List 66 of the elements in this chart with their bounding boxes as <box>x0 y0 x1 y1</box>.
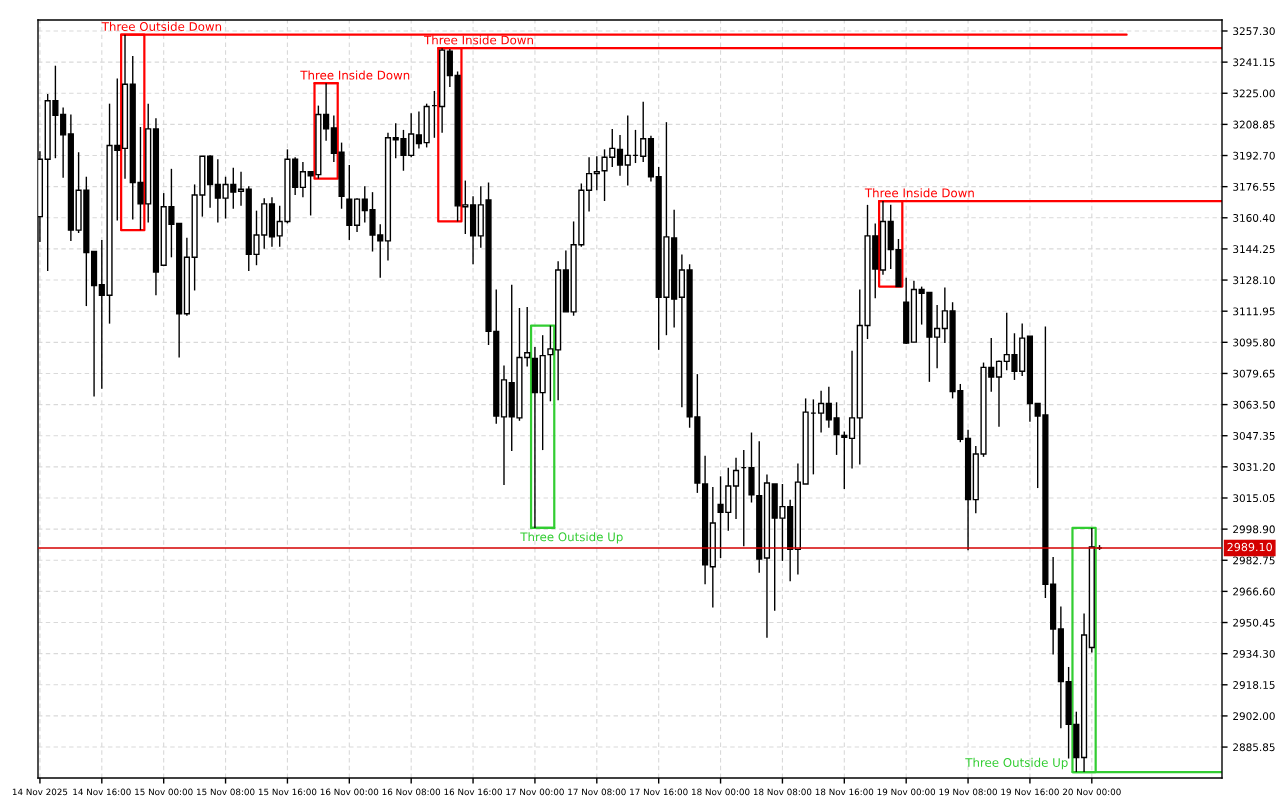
y-tick-label: 3095.80 <box>1233 338 1275 347</box>
y-tick-label: 3144.25 <box>1233 245 1275 254</box>
y-tick-label: 3079.65 <box>1233 369 1275 378</box>
x-tick-label: 19 Nov 00:00 <box>877 788 936 796</box>
x-tick-label: 15 Nov 00:00 <box>135 788 193 796</box>
x-tick-label: 19 Nov 08:00 <box>939 788 997 796</box>
y-tick-label: 3063.50 <box>1233 400 1275 409</box>
candlestick <box>585 156 593 213</box>
annotation: Three Inside Down <box>300 70 410 80</box>
x-tick-label: 18 Nov 00:00 <box>692 788 750 796</box>
x-tick-label: 14 Nov 2025 <box>12 788 68 796</box>
ref-line-label: 2989.10 <box>1227 542 1272 552</box>
y-tick-label: 3047.35 <box>1233 431 1275 440</box>
x-tick-label: 17 Nov 16:00 <box>630 788 688 796</box>
annotation: Three Inside Down <box>424 35 533 45</box>
candlestick <box>640 101 647 163</box>
candlestick <box>624 114 631 187</box>
x-tick-label: 20 Nov 00:00 <box>1062 788 1121 796</box>
candlestick <box>60 106 67 179</box>
y-tick-label: 3176.55 <box>1233 182 1275 191</box>
y-tick-label: 3015.05 <box>1233 494 1275 503</box>
candlestick <box>547 324 554 403</box>
candlestick <box>299 161 306 198</box>
candlestick <box>616 134 624 177</box>
candlestick <box>415 110 423 150</box>
x-tick-label: 18 Nov 16:00 <box>815 788 874 796</box>
x-tick-label: 15 Nov 16:00 <box>258 788 317 796</box>
y-tick-label: 3257.30 <box>1233 27 1275 36</box>
candlestick <box>818 390 825 434</box>
y-tick-label: 3031.20 <box>1233 463 1275 471</box>
x-tick-label: 19 Nov 16:00 <box>1001 788 1059 796</box>
candlestick <box>732 457 740 520</box>
y-tick-label: 2918.15 <box>1233 681 1275 689</box>
candlestick <box>841 430 848 490</box>
y-tick-label: 2950.45 <box>1233 618 1275 627</box>
y-tick-label: 3225.00 <box>1233 89 1275 98</box>
x-tick-label: 16 Nov 08:00 <box>382 788 441 796</box>
candlestick <box>934 304 941 370</box>
x-tick-label: 15 Nov 08:00 <box>197 788 255 796</box>
annotation: Three Outside Down <box>101 21 222 31</box>
annotation: Three Inside Down <box>864 188 974 198</box>
annotation: Three Outside Up <box>520 532 623 544</box>
y-tick-label: 3192.70 <box>1233 151 1275 160</box>
y-tick-label: 2934.30 <box>1233 649 1275 658</box>
y-tick-label: 3241.15 <box>1233 58 1275 67</box>
y-tick-label: 2902.00 <box>1233 712 1275 721</box>
y-tick-label: 3111.95 <box>1233 307 1275 316</box>
y-tick-label: 3160.40 <box>1233 214 1275 222</box>
y-tick-label: 2885.85 <box>1233 743 1275 752</box>
candlestick <box>848 350 856 470</box>
y-tick-label: 2998.90 <box>1233 525 1275 534</box>
x-tick-label: 16 Nov 16:00 <box>444 788 502 796</box>
candlestick <box>995 359 1003 428</box>
candlestick <box>593 155 600 191</box>
y-tick-label: 2982.75 <box>1233 556 1275 565</box>
x-tick-label: 14 Nov 16:00 <box>73 788 131 796</box>
y-tick-label: 2966.60 <box>1233 587 1275 596</box>
y-tick-label: 3208.85 <box>1233 120 1275 129</box>
x-tick-label: 16 Nov 00:00 <box>320 788 379 796</box>
x-tick-label: 17 Nov 00:00 <box>506 788 564 796</box>
annotation: Three Outside Up <box>965 757 1068 770</box>
x-tick-label: 17 Nov 08:00 <box>568 788 626 796</box>
y-tick-label: 3128.10 <box>1233 276 1275 285</box>
x-tick-label: 18 Nov 08:00 <box>753 788 812 796</box>
candlestick <box>237 171 245 207</box>
candlestick <box>323 82 330 142</box>
